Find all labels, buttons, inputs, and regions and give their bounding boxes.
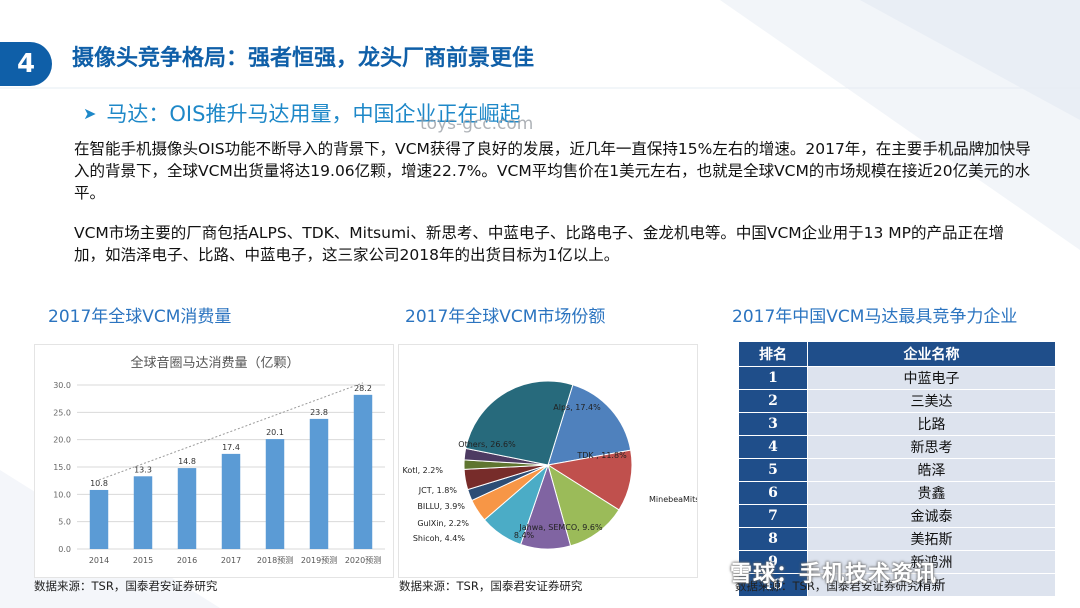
table-header-row: 排名 企业名称 (738, 341, 1056, 367)
bar-chart-panel: 全球音圈马达消费量（亿颗） 0.0 5.0 10.0 15.0 20.0 25.0 30.0… (34, 344, 394, 578)
table-row: 6 贵鑫 (738, 481, 1056, 505)
bar (309, 418, 329, 549)
paragraph-1: 在智能手机摄像头OIS功能不断导入的背景下，VCM获得了良好的发展，近几年一直保… (74, 140, 1031, 202)
pie-label: Alps, 17.4% (553, 403, 601, 412)
watermark-top: toys-gcc.com (420, 114, 534, 134)
ranking-table: 排名 企业名称 1 中蓝电子 2 三美达 3 比路 4 新思考 5 皓泽 6 贵鑫 7 金诚泰… (738, 341, 1056, 597)
pie-chart: Alps, 17.4% TDK , 11.8% MinebeaMitsumi, 11… (402, 380, 745, 550)
slide-subtitle: ➤ 马达：OIS推升马达用量，中国企业正在崛起 (83, 98, 520, 128)
pie-label: Jahwa, SEMCO, 9.6% (518, 523, 603, 532)
header-company: 企业名称 (807, 341, 1056, 367)
y-tick-label: 0.0 (58, 545, 71, 554)
pie-label: GulXin, 2.2% (417, 519, 469, 528)
slide-number: 4 (0, 42, 52, 86)
data-label: 23.8 (310, 408, 328, 417)
table-row: 1 中蓝电子 (738, 366, 1056, 390)
data-label: 28.2 (354, 384, 372, 393)
bar (265, 439, 285, 549)
table-row: 3 比路 (738, 412, 1056, 436)
table-row: 7 金诚泰 (738, 504, 1056, 528)
section-title-market-share: 2017年全球VCM市场份额 (405, 307, 606, 327)
company-cell: 中蓝电子 (807, 366, 1056, 390)
pie-label: 8.4% (514, 531, 535, 540)
bar (89, 489, 109, 549)
rank-cell: 2 (738, 389, 808, 413)
table-row: 5 皓泽 (738, 458, 1056, 482)
data-label: 13.3 (134, 465, 152, 474)
data-label: 20.1 (266, 428, 284, 437)
x-tick-label: 2020预测 (345, 555, 381, 565)
section-title-consumption: 2017年全球VCM消费量 (48, 307, 232, 327)
source-note-1: 数据来源：TSR，国泰君安证券研究 (34, 579, 218, 593)
data-label: 14.8 (178, 457, 196, 466)
bar (221, 453, 241, 549)
trendline (98, 382, 364, 481)
table-row: 8 美拓斯 (738, 527, 1056, 551)
pie-label: BILLU, 3.9% (417, 502, 465, 511)
y-tick-label: 20.0 (53, 436, 71, 445)
bar (353, 394, 373, 549)
pie-label: Shicoh, 4.4% (413, 534, 466, 543)
source-note-2: 数据来源：TSR，国泰君安证券研究 (399, 579, 583, 593)
pie-slice (546, 449, 633, 511)
rank-cell: 10 (738, 573, 808, 597)
pie-label: MinebeaMitsumi, 11.7% (649, 495, 697, 504)
y-tick-label: 10.0 (53, 490, 71, 499)
pie-chart-panel: Alps, 17.4% TDK , 11.8% MinebeaMitsumi, 11… (398, 344, 745, 578)
rank-cell: 8 (738, 527, 808, 551)
company-cell: 金诚泰 (807, 504, 1056, 528)
paragraph-2: VCM市场主要的厂商包括ALPS、TDK、Mitsumi、新思考、中蓝电子、比路… (74, 224, 1005, 264)
rank-cell: 6 (738, 481, 808, 505)
bar (177, 468, 197, 549)
watermark-bottom: 雪球：手机技术资讯 (730, 562, 938, 587)
header-rank: 排名 (738, 341, 808, 367)
section-title-competitive: 2017年中国VCM马达最具竞争力企业 (732, 307, 1018, 327)
rank-cell: 5 (738, 458, 808, 482)
rank-cell: 3 (738, 412, 808, 436)
table-row: 2 三美达 (738, 389, 1056, 413)
x-tick-label: 2015 (133, 556, 153, 565)
x-tick-label: 2016 (177, 556, 197, 565)
rank-cell: 7 (738, 504, 808, 528)
bar-chart: 全球音圈马达消费量（亿颗） 0.0 5.0 10.0 15.0 20.0 25.0 30.0… (53, 355, 385, 565)
pie-slice (547, 384, 632, 466)
x-tick-label: 2019预测 (301, 555, 337, 565)
rank-cell: 4 (738, 435, 808, 459)
company-cell: 新思考 (807, 435, 1056, 459)
y-tick-label: 25.0 (53, 408, 71, 417)
y-tick-label: 30.0 (53, 381, 71, 390)
rank-cell: 1 (738, 366, 808, 390)
x-tick-label: 2014 (89, 556, 109, 565)
arrow-bullet-icon: ➤ (83, 104, 97, 123)
source-note-3: 数据来源：TSR，国泰君安证券研究 (735, 579, 919, 593)
pie-label: Kotl, 2.2% (402, 466, 443, 475)
pie-label: JCT, 1.8% (418, 486, 458, 495)
company-cell: 皓泽 (807, 458, 1056, 482)
pie-slice (547, 463, 620, 547)
bar-chart-title: 全球音圈马达消费量（亿颗） (130, 355, 299, 371)
data-label: 10.8 (90, 479, 108, 488)
table-row: 10 精新 (738, 573, 1056, 597)
subtitle-text: 马达：OIS推升马达用量，中国企业正在崛起 (106, 102, 521, 126)
bar (133, 476, 153, 549)
pie-label: TDK , 11.8% (576, 451, 627, 460)
x-tick-label: 2017 (221, 556, 241, 565)
company-cell: 贵鑫 (807, 481, 1056, 505)
x-tick-label: 2018预测 (257, 555, 293, 565)
slide-title: 摄像头竞争格局：强者恒强，龙头厂商前景更佳 (72, 46, 535, 71)
company-cell: 美拓斯 (807, 527, 1056, 551)
company-cell: 精新 (807, 573, 1056, 597)
company-cell: 新鸿洲 (807, 550, 1056, 574)
pie-slice (465, 380, 574, 466)
company-cell: 比路 (807, 412, 1056, 436)
y-tick-label: 5.0 (58, 518, 71, 527)
company-cell: 三美达 (807, 389, 1056, 413)
table-row: 4 新思考 (738, 435, 1056, 459)
table-row: 9 新鸿洲 (738, 550, 1056, 574)
y-tick-label: 15.0 (53, 463, 71, 472)
pie-label: Others, 26.6% (458, 440, 516, 449)
data-label: 17.4 (222, 443, 240, 452)
